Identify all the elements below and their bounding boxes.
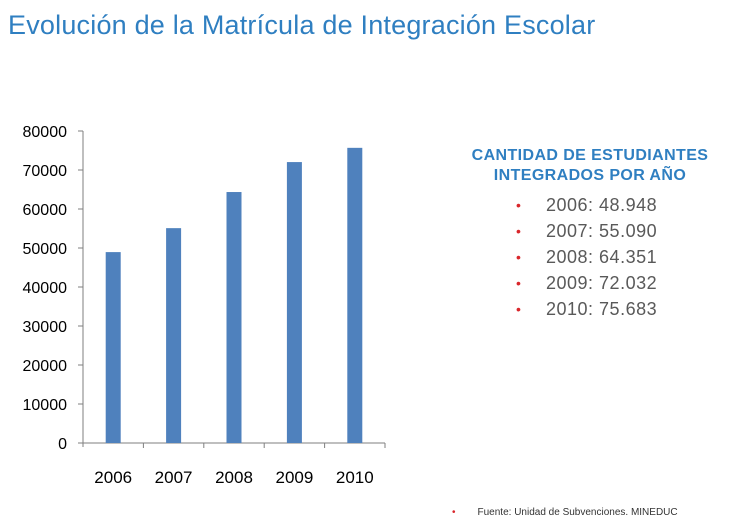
stats-item: • 2008: 64.351 (430, 244, 743, 270)
stats-item: • 2006: 48.948 (430, 192, 743, 218)
source-text: Fuente: Unidad de Subvenciones. MINEDUC (477, 507, 678, 518)
bar-chart: 0 10000 20000 30000 40000 50000 60000 70000 8000… (23, 124, 386, 487)
bar-2009 (286, 162, 302, 443)
stats-item: • 2009: 72.032 (430, 270, 743, 296)
stats-item-text: 2009: 72.032 (546, 273, 658, 293)
bullet-icon: • (516, 301, 522, 317)
stats-panel: CANTIDAD DE ESTUDIANTES INTEGRADOS POR A… (430, 146, 743, 322)
y-tick-label: 50000 (23, 241, 68, 258)
bar-2008 (226, 192, 242, 443)
slide-title: Evolución de la Matrícula de Integración… (8, 10, 596, 40)
x-tick-label: 2009 (275, 468, 313, 487)
y-tick-label: 0 (58, 436, 67, 453)
panel-heading: CANTIDAD DE ESTUDIANTES INTEGRADOS POR A… (430, 146, 743, 186)
stats-item-text: 2006: 48.948 (546, 195, 658, 215)
bullet-icon: • (452, 507, 456, 518)
bar-2007 (166, 228, 182, 443)
stats-item: • 2010: 75.683 (430, 296, 743, 322)
stats-item-text: 2010: 75.683 (546, 299, 658, 319)
y-tick-label: 40000 (23, 280, 68, 297)
y-tick-label: 10000 (23, 397, 68, 414)
bar-2006 (105, 252, 121, 443)
bullet-icon: • (516, 275, 522, 291)
stats-item-text: 2008: 64.351 (546, 247, 658, 267)
y-tick-label: 20000 (23, 358, 68, 375)
bullet-icon: • (516, 249, 522, 265)
stats-item: • 2007: 55.090 (430, 218, 743, 244)
bullet-icon: • (516, 197, 522, 213)
y-tick-label: 80000 (23, 124, 68, 141)
panel-heading-line-1: CANTIDAD DE ESTUDIANTES (471, 147, 709, 164)
panel-heading-line-2: INTEGRADOS POR AÑO (493, 167, 687, 184)
x-tick-label: 2008 (215, 468, 253, 487)
source-note: • Fuente: Unidad de Subvenciones. MINEDUC (452, 507, 678, 518)
stats-list: • 2006: 48.948 • 2007: 55.090 • 2008: 64.35… (430, 192, 743, 322)
x-tick-label: 2006 (94, 468, 132, 487)
y-tick-label: 30000 (23, 319, 68, 336)
x-tick-label: 2007 (155, 468, 193, 487)
y-tick-label: 60000 (23, 202, 68, 219)
stats-item-text: 2007: 55.090 (546, 221, 658, 241)
bullet-icon: • (516, 223, 522, 239)
y-tick-label: 70000 (23, 163, 68, 180)
bar-2010 (347, 147, 363, 443)
x-tick-label: 2010 (336, 468, 374, 487)
